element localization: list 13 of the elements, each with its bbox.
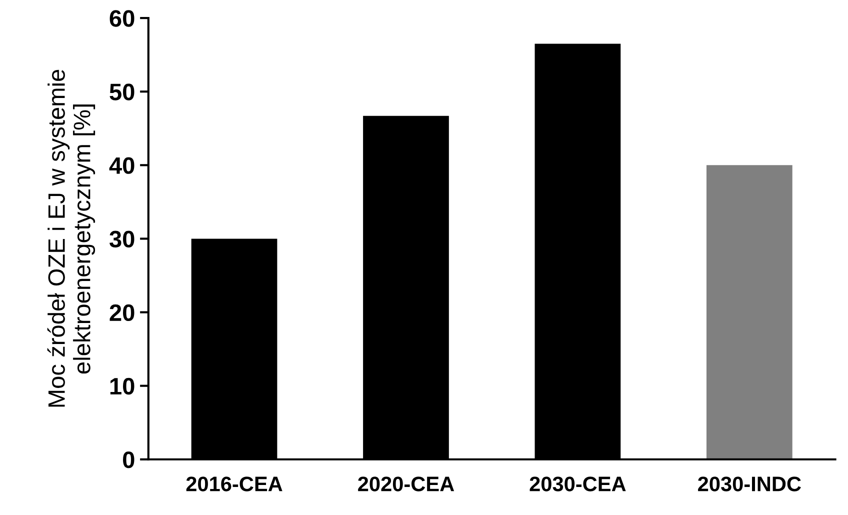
x-tick-label: 2030-INDC — [698, 476, 801, 492]
x-tick-label: 2030-CEA — [530, 476, 626, 492]
x-tick-label: 2020-CEA — [358, 476, 454, 492]
y-tick-label: 60 — [110, 10, 134, 27]
y-tick-label: 30 — [109, 230, 134, 248]
bar — [706, 165, 792, 460]
y-axis-title: Moc źródeł OZE i EJ w systemie elektroenergetycznym [%] — [47, 70, 96, 407]
x-tick-label: 2016-CEA — [186, 476, 282, 492]
y-tick-label: 40 — [109, 157, 134, 174]
y-tick-label: 10 — [110, 378, 134, 395]
y-tick-label: 50 — [110, 84, 134, 100]
y-tick-label: 0 — [123, 451, 134, 468]
y-tick-label: 20 — [110, 304, 134, 322]
